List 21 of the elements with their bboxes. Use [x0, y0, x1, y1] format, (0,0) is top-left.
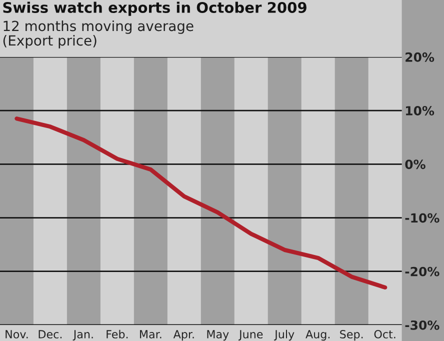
chart-subtitle: 12 months moving average (Export price) — [3, 20, 194, 48]
x-tick-label: June — [238, 330, 263, 340]
y-tick-label: -30% — [405, 320, 440, 330]
x-tick-label: Dec. — [38, 330, 62, 338]
y-tick-label: -20% — [405, 266, 440, 276]
chart-title: Swiss watch exports in October 2009 — [3, 2, 306, 16]
y-tick-label: 10% — [406, 106, 434, 116]
x-tick-label: Nov. — [6, 330, 28, 338]
x-tick-label: Mar. — [140, 330, 162, 338]
line-series — [14, 116, 388, 290]
x-tick-label: Oct. — [374, 330, 396, 338]
x-tick-label: Apr. — [173, 330, 194, 341]
y-tick-label: 20% — [406, 52, 434, 62]
x-tick-label: Feb. — [106, 330, 128, 338]
x-tick-label: July — [274, 330, 294, 341]
x-tick-label: Aug. — [306, 330, 330, 341]
x-tick-label: May — [207, 330, 229, 341]
x-tick-label: Sep. — [340, 330, 363, 341]
x-tick-label: Jan. — [72, 330, 93, 340]
y-tick-label: -10% — [405, 213, 440, 223]
y-tick-label: 0% — [405, 160, 426, 170]
